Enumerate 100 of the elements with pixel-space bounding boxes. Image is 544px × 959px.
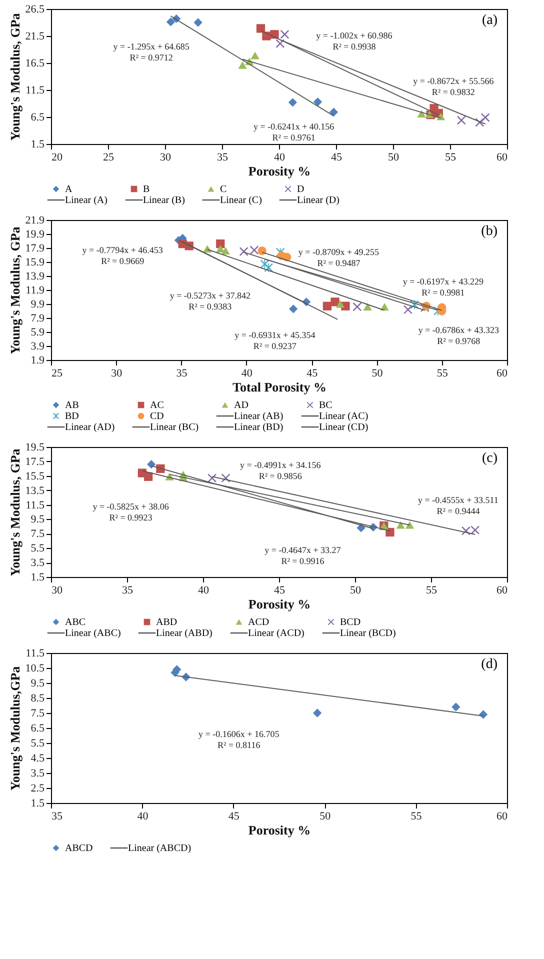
y-axis-title: Young's Modulus,GPa: [7, 666, 22, 791]
legend-label: BCD: [340, 617, 361, 628]
x-tick-label: 35: [217, 152, 228, 164]
x-tick-label: 55: [445, 152, 456, 164]
y-tick-label: 7.5: [30, 708, 45, 720]
x-tick-label: 30: [160, 152, 172, 164]
y-tick-label: 21.9: [25, 214, 45, 226]
annotation: y = -0.6786x + 43.323 R² = 0.9768: [418, 324, 500, 346]
x-axis-title: Porosity %: [248, 822, 311, 838]
x-tick-label: 45: [274, 584, 286, 596]
legend-label: BC: [319, 400, 333, 411]
legend-label: B: [143, 184, 150, 195]
x-axis-title: Total Porosity %: [232, 380, 326, 394]
y-tick-label: 17.5: [25, 456, 45, 468]
annotation: y = -0.8709x + 49.255 R² = 0.9487: [298, 247, 380, 268]
y-tick-label: 5.5: [30, 738, 45, 750]
x-tick-label: 25: [103, 152, 114, 164]
x-tick-label: 45: [306, 368, 318, 380]
chart-title: (d): [481, 657, 498, 672]
annotation: y = -0.6197x + 43.229 R² = 0.9981: [402, 276, 484, 298]
y-tick-label: 15.5: [25, 470, 45, 482]
legend-label: A: [65, 184, 73, 195]
y-tick-label: 17.9: [25, 242, 45, 254]
x-tick-label: 60: [496, 810, 508, 822]
y-tick-label: 19.9: [25, 228, 45, 240]
y-tick-label: 11.5: [26, 648, 45, 660]
y-tick-label: 3.5: [30, 768, 45, 780]
y-tick-label: 11.5: [26, 84, 45, 96]
legend-label: Linear (A): [65, 195, 108, 206]
legend-label: Linear (AD): [65, 422, 115, 433]
annotation: y = -1.295x + 64.685 R² = 0.9712: [113, 41, 190, 62]
x-tick-label: 55: [436, 368, 448, 380]
y-tick-label: 11.9: [26, 284, 45, 296]
y-tick-label: 16.5: [25, 58, 45, 70]
legend-label: Linear (B): [143, 195, 185, 206]
legend-label: AB: [65, 400, 80, 411]
y-tick-label: 1.5: [30, 798, 45, 810]
y-tick-label: 26.5: [25, 4, 45, 16]
legend-label: Linear (D): [297, 195, 340, 206]
legend-label: ABCD: [65, 843, 93, 854]
y-tick-label: 4.5: [30, 752, 45, 764]
y-tick-label: 13.5: [25, 484, 45, 497]
legend-label: Linear (ABD): [156, 628, 212, 639]
annotation: y = -0.7794x + 46.453 R² = 0.9669: [82, 245, 164, 266]
y-axis-title: Young's Modulus, GPa: [7, 12, 22, 141]
y-tick-label: 19.5: [25, 442, 45, 454]
y-tick-label: 1.9: [30, 354, 45, 366]
x-tick-label: 55: [426, 584, 438, 596]
legend-label: ACD: [248, 617, 270, 628]
y-tick-label: 9.9: [30, 298, 45, 310]
annotation: y = -0.5825x + 38.06 R² = 0.9923: [92, 501, 170, 522]
x-tick-label: 40: [198, 584, 210, 596]
x-tick-label: 50: [388, 152, 400, 164]
x-axis-title: Porosity %: [248, 164, 311, 178]
y-axis-title: Young's Modulus, GPa: [7, 226, 22, 354]
x-tick-label: 40: [241, 368, 253, 380]
y-tick-label: 1.5: [30, 138, 45, 150]
y-tick-label: 13.9: [25, 270, 45, 282]
x-tick-label: 30: [52, 584, 63, 596]
annotation: y = -0.4555x + 33.511 R² = 0.9444: [418, 494, 498, 516]
y-tick-label: 5.9: [30, 326, 45, 338]
annotation: y = -0.4991x + 34.156 R² = 0.9856: [240, 460, 322, 482]
legend-label: ABC: [65, 617, 86, 628]
y-tick-label: 9.5: [30, 678, 45, 690]
annotation: y = -0.1606x + 16.705 R² = 0.8116: [198, 729, 280, 750]
x-tick-label: 35: [176, 368, 188, 380]
x-tick-label: 40: [137, 810, 149, 822]
y-tick-label: 11.5: [26, 499, 45, 512]
y-tick-label: 10.5: [25, 662, 45, 674]
x-tick-label: 50: [372, 368, 384, 380]
x-tick-label: 50: [350, 584, 362, 596]
x-tick-label: 50: [320, 810, 332, 822]
y-tick-label: 8.5: [30, 692, 45, 704]
annotation: y = -1.002x + 60.986 R² = 0.9938: [316, 30, 393, 52]
x-tick-label: 40: [274, 152, 286, 164]
y-tick-label: 7.5: [30, 528, 45, 540]
legend-label: D: [297, 184, 304, 195]
x-axis-title: Porosity %: [248, 596, 311, 612]
legend-label: Linear (BC): [150, 422, 199, 433]
y-tick-label: 6.5: [30, 112, 45, 124]
legend-label: Linear (BD): [234, 422, 284, 433]
legend-label: Linear (ACD): [248, 628, 304, 639]
legend-label: AC: [150, 400, 164, 411]
legend-label: C: [220, 184, 227, 195]
legend-label: Linear (BCD): [340, 628, 396, 639]
x-tick-label: 45: [228, 810, 240, 822]
chart-title: (c): [482, 451, 498, 466]
chart-title: (b): [481, 224, 498, 239]
y-tick-label: 6.5: [30, 722, 45, 734]
x-tick-label: 30: [111, 368, 123, 380]
legend-label: Linear (ABCD): [128, 843, 192, 854]
chart-title: (a): [482, 13, 498, 28]
x-tick-label: 20: [52, 152, 63, 164]
legend-label: Linear (ABC): [65, 628, 121, 639]
x-tick-label: 35: [122, 584, 134, 596]
x-tick-label: 45: [331, 152, 342, 164]
y-tick-label: 1.5: [30, 572, 45, 584]
y-tick-label: 21.5: [25, 30, 45, 42]
annotation: y = -0.8672x + 55.566 R² = 0.9832: [413, 76, 494, 97]
x-tick-label: 60: [496, 368, 508, 380]
